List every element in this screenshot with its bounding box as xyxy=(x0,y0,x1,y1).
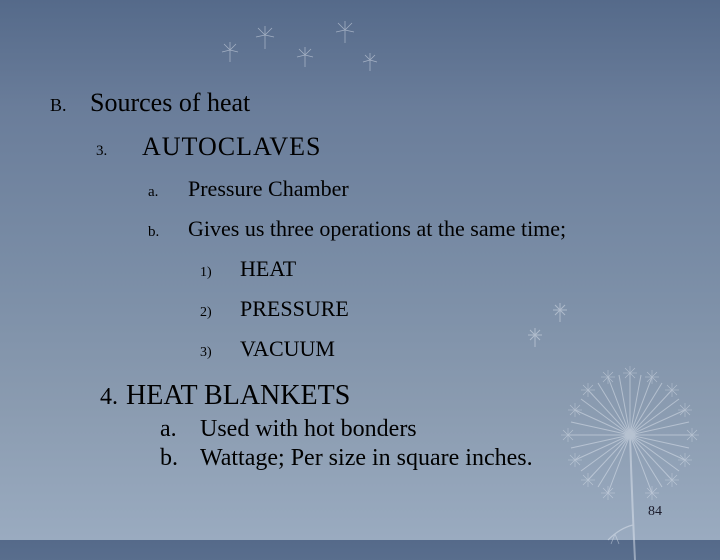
item-4: 4. HEAT BLANKETS xyxy=(40,380,680,412)
marker-B: B. xyxy=(40,95,90,116)
item-B: B. Sources of heat xyxy=(40,88,680,118)
item-3b3: 3) VACUUM xyxy=(40,336,680,362)
seed-decoration-top xyxy=(210,10,390,90)
text-3a: Pressure Chamber xyxy=(188,176,349,202)
page-number: 84 xyxy=(648,504,662,520)
marker-3a: a. xyxy=(148,184,188,201)
item-3: 3. AUTOCLAVES xyxy=(40,132,680,162)
text-4a: Used with hot bonders xyxy=(200,416,417,443)
text-3b3: VACUUM xyxy=(240,336,335,362)
item-3a: a. Pressure Chamber xyxy=(40,176,680,202)
marker-4: 4. xyxy=(80,384,126,411)
item-4a: a. Used with hot bonders xyxy=(40,416,680,443)
text-3b: Gives us three operations at the same ti… xyxy=(188,216,566,242)
item-4b: b. Wattage; Per size in square inches. xyxy=(40,445,680,472)
item-3b2: 2) PRESSURE xyxy=(40,296,680,322)
item-3b: b. Gives us three operations at the same… xyxy=(40,216,680,242)
marker-4a: a. xyxy=(160,416,200,443)
marker-3b2: 2) xyxy=(200,305,240,321)
text-4b: Wattage; Per size in square inches. xyxy=(200,445,533,472)
marker-3b: b. xyxy=(148,224,188,241)
item-3b1: 1) HEAT xyxy=(40,256,680,282)
marker-3b1: 1) xyxy=(200,265,240,281)
text-4: HEAT BLANKETS xyxy=(126,380,350,412)
text-3b2: PRESSURE xyxy=(240,296,349,322)
marker-3: 3. xyxy=(96,143,142,160)
slide-content: B. Sources of heat 3. AUTOCLAVES a. Pres… xyxy=(40,88,680,486)
marker-3b3: 3) xyxy=(200,345,240,361)
text-3: AUTOCLAVES xyxy=(142,132,322,162)
marker-4b: b. xyxy=(160,445,200,472)
text-3b1: HEAT xyxy=(240,256,296,282)
text-B: Sources of heat xyxy=(90,88,250,118)
